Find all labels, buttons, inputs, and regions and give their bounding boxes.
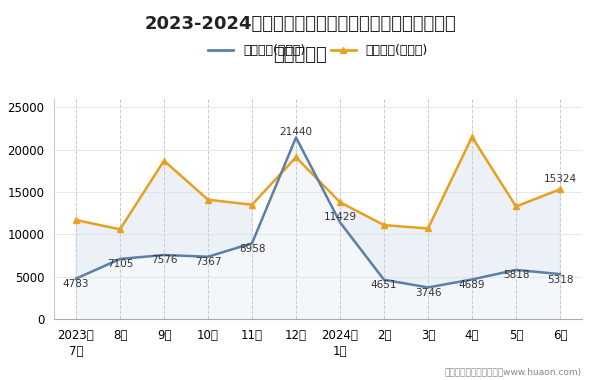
出口总额(万美元)	[160, 253, 167, 257]
出口总额(万美元)	[424, 285, 431, 290]
Text: 4651: 4651	[371, 280, 397, 290]
出口总额(万美元)	[556, 272, 563, 276]
Text: 3746: 3746	[415, 288, 441, 298]
出口总额(万美元)	[512, 268, 520, 272]
Text: 进、出口额: 进、出口额	[273, 46, 327, 63]
进口总额(万美元)	[73, 218, 80, 222]
Text: 4783: 4783	[63, 279, 89, 289]
出口总额(万美元)	[337, 220, 344, 225]
Text: 21440: 21440	[280, 127, 313, 137]
进口总额(万美元)	[160, 158, 167, 163]
Legend: 出口总额(万美元), 进口总额(万美元): 出口总额(万美元), 进口总额(万美元)	[203, 39, 433, 62]
Line: 出口总额(万美元): 出口总额(万美元)	[76, 138, 560, 287]
出口总额(万美元)	[116, 257, 124, 261]
Text: 5818: 5818	[503, 271, 529, 280]
进口总额(万美元)	[380, 223, 388, 227]
Text: 5318: 5318	[547, 275, 573, 285]
Text: 8958: 8958	[239, 244, 265, 254]
出口总额(万美元)	[248, 241, 256, 245]
出口总额(万美元)	[292, 135, 299, 140]
出口总额(万美元)	[380, 277, 388, 282]
Text: 7367: 7367	[195, 257, 221, 267]
进口总额(万美元)	[292, 155, 299, 160]
Text: 4689: 4689	[459, 280, 485, 290]
Text: 7105: 7105	[107, 260, 133, 269]
Text: 制图：华经产业研究院（www.huaon.com): 制图：华经产业研究院（www.huaon.com)	[445, 367, 582, 376]
Text: 2023-2024年南昌经济技术开发区商品收发货人所在地: 2023-2024年南昌经济技术开发区商品收发货人所在地	[144, 15, 456, 33]
进口总额(万美元)	[512, 204, 520, 209]
进口总额(万美元)	[116, 227, 124, 232]
Text: 7576: 7576	[151, 255, 177, 266]
进口总额(万美元)	[337, 200, 344, 204]
进口总额(万美元)	[469, 135, 476, 139]
进口总额(万美元)	[248, 203, 256, 207]
Text: 11429: 11429	[323, 212, 356, 222]
Text: 15324: 15324	[544, 174, 577, 184]
出口总额(万美元)	[469, 277, 476, 282]
进口总额(万美元)	[205, 197, 212, 202]
Line: 进口总额(万美元): 进口总额(万美元)	[73, 134, 563, 232]
进口总额(万美元)	[556, 187, 563, 192]
进口总额(万美元)	[424, 226, 431, 231]
出口总额(万美元)	[73, 276, 80, 281]
出口总额(万美元)	[205, 255, 212, 259]
